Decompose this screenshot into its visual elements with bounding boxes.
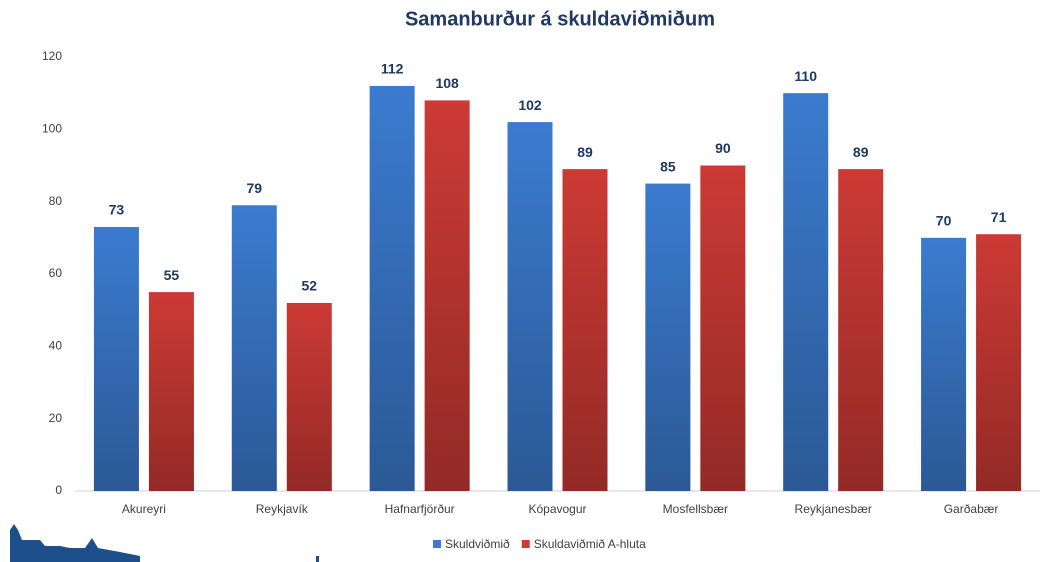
y-tick-label: 80 bbox=[49, 194, 63, 208]
bar-shade bbox=[838, 169, 883, 491]
bar-shade bbox=[976, 234, 1021, 491]
x-tick-label: Mosfellsbær bbox=[663, 502, 728, 516]
legend-swatch bbox=[522, 540, 530, 548]
value-label: 89 bbox=[853, 144, 869, 160]
page: {"chart_data": {"type": "bar", "title": … bbox=[0, 0, 1051, 562]
value-label: 110 bbox=[794, 68, 817, 84]
bar-shade bbox=[287, 303, 332, 491]
y-tick-label: 60 bbox=[49, 266, 63, 280]
legend-swatch bbox=[433, 540, 441, 548]
bar-shade bbox=[370, 86, 415, 491]
x-tick-label: Akureyri bbox=[122, 502, 166, 516]
value-label: 55 bbox=[164, 267, 180, 283]
x-tick-label: Hafnarfjörður bbox=[385, 502, 455, 516]
value-label: 79 bbox=[246, 180, 262, 196]
bar-shade bbox=[425, 100, 470, 491]
bar-shade bbox=[921, 238, 966, 491]
y-tick-label: 20 bbox=[49, 411, 63, 425]
value-label: 90 bbox=[715, 140, 731, 156]
value-label: 85 bbox=[660, 158, 676, 174]
x-tick-label: Reykjanesbær bbox=[795, 502, 872, 516]
value-label: 89 bbox=[577, 144, 593, 160]
bar-shade bbox=[94, 227, 139, 491]
y-tick-label: 40 bbox=[49, 339, 63, 353]
value-label: 71 bbox=[991, 209, 1007, 225]
x-tick-label: Kópavogur bbox=[528, 502, 586, 516]
bar-shade bbox=[783, 93, 828, 491]
logo bbox=[10, 524, 319, 562]
value-label: 70 bbox=[936, 213, 952, 229]
bar-shade bbox=[508, 122, 553, 491]
x-tick-label: Reykjavík bbox=[256, 502, 309, 516]
value-label: 73 bbox=[109, 202, 125, 218]
y-tick-label: 0 bbox=[55, 483, 62, 497]
value-label: 102 bbox=[518, 97, 542, 113]
y-tick-label: 100 bbox=[42, 122, 62, 136]
chart: Samanburður á skuldaviðmiðum 0 20 40 60 80 10… bbox=[0, 0, 1051, 562]
value-label: 52 bbox=[301, 278, 317, 294]
y-tick-label: 120 bbox=[42, 49, 62, 63]
bar-shade bbox=[232, 205, 277, 491]
bar-shade bbox=[563, 169, 608, 491]
value-label: 112 bbox=[381, 61, 404, 77]
chart-title: Samanburður á skuldaviðmiðum bbox=[405, 8, 715, 30]
x-tick-label: Garðabær bbox=[944, 502, 999, 516]
bar-shade bbox=[700, 166, 745, 492]
value-label: 108 bbox=[435, 75, 459, 91]
bar-shade bbox=[645, 184, 690, 491]
legend-label: Skuldaviðmið A-hluta bbox=[534, 537, 646, 551]
bar-shade bbox=[149, 292, 194, 491]
legend-label: Skuldviðmið bbox=[445, 537, 510, 551]
